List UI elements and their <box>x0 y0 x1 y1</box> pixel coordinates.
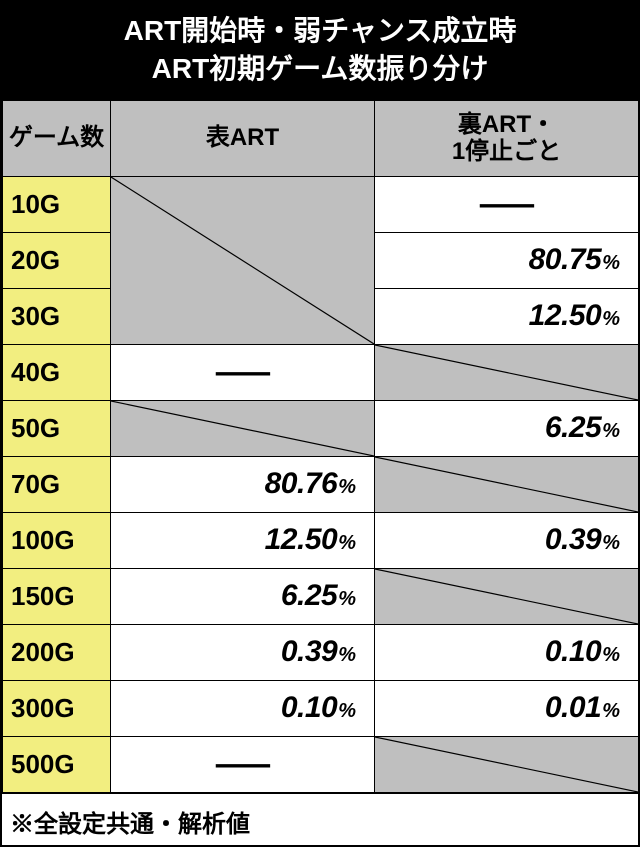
table-cell: 0.39% <box>111 624 375 680</box>
percent-sign: % <box>338 476 356 498</box>
table-row: 70G80.76% <box>3 456 639 512</box>
table-row: 10G — <box>3 176 639 232</box>
header-col-b-l1: 裏ART・ <box>458 111 555 138</box>
header-row: ゲーム数 表ART 裏ART・ 1停止ごと <box>3 100 639 176</box>
percent-value: 0.39 <box>281 635 337 668</box>
header-col-a: 表ART <box>111 100 375 176</box>
games-cell: 500G <box>3 736 111 792</box>
table-cell <box>111 400 375 456</box>
percent-value: 6.25 <box>545 411 601 444</box>
table-title: ART開始時・弱チャンス成立時 ART初期ゲーム数振り分け <box>2 2 638 100</box>
table-cell: — <box>375 176 639 232</box>
table-cell <box>375 736 639 792</box>
percent-sign: % <box>602 644 620 666</box>
title-line-1: ART開始時・弱チャンス成立時 <box>124 15 517 46</box>
percent-sign: % <box>338 700 356 722</box>
table-cell <box>375 456 639 512</box>
table-cell <box>375 344 639 400</box>
table-row: 200G0.39%0.10% <box>3 624 639 680</box>
percent-sign: % <box>338 532 356 554</box>
games-cell: 40G <box>3 344 111 400</box>
games-cell: 200G <box>3 624 111 680</box>
table-cell: — <box>111 344 375 400</box>
header-games: ゲーム数 <box>3 100 111 176</box>
percent-sign: % <box>602 308 620 330</box>
table-cell: 12.50% <box>375 288 639 344</box>
table-row: 300G0.10%0.01% <box>3 680 639 736</box>
games-cell: 30G <box>3 288 111 344</box>
percent-value: 12.50 <box>529 299 602 332</box>
footnote: ※全設定共通・解析値 <box>2 793 638 845</box>
header-col-b: 裏ART・ 1停止ごと <box>375 100 639 176</box>
percent-value: 80.76 <box>265 467 338 500</box>
table-cell: 80.75% <box>375 232 639 288</box>
percent-value: 80.75 <box>529 243 602 276</box>
games-cell: 150G <box>3 568 111 624</box>
percent-value: 0.39 <box>545 523 601 556</box>
dash-icon: — <box>479 185 533 224</box>
games-cell: 20G <box>3 232 111 288</box>
percent-value: 0.10 <box>545 635 601 668</box>
percent-value: 12.50 <box>265 523 338 556</box>
games-cell: 10G <box>3 176 111 232</box>
table-row: 100G12.50%0.39% <box>3 512 639 568</box>
table-cell: 12.50% <box>111 512 375 568</box>
percent-sign: % <box>602 532 620 554</box>
percent-sign: % <box>602 420 620 442</box>
table-container: ART開始時・弱チャンス成立時 ART初期ゲーム数振り分け ゲーム数 表ART … <box>0 0 640 847</box>
table-cell: 80.76% <box>111 456 375 512</box>
dash-icon: — <box>215 745 269 784</box>
percent-value: 6.25 <box>281 579 337 612</box>
table-cell: 0.10% <box>375 624 639 680</box>
table-cell <box>111 176 375 344</box>
percent-value: 0.10 <box>281 691 337 724</box>
dash-icon: — <box>215 353 269 392</box>
title-line-2: ART初期ゲーム数振り分け <box>152 53 489 84</box>
games-cell: 50G <box>3 400 111 456</box>
table-row: 40G — <box>3 344 639 400</box>
table-cell <box>375 568 639 624</box>
percent-sign: % <box>338 644 356 666</box>
games-cell: 300G <box>3 680 111 736</box>
games-cell: 100G <box>3 512 111 568</box>
header-col-b-l2: 1停止ごと <box>452 138 561 165</box>
percent-sign: % <box>602 252 620 274</box>
table-cell: 0.01% <box>375 680 639 736</box>
table-row: 50G 6.25% <box>3 400 639 456</box>
table-cell: 0.39% <box>375 512 639 568</box>
percent-value: 0.01 <box>545 691 601 724</box>
table-row: 150G6.25% <box>3 568 639 624</box>
table-cell: — <box>111 736 375 792</box>
distribution-table: ゲーム数 表ART 裏ART・ 1停止ごと 10G — 20G 80.75% 30G 12… <box>2 100 639 793</box>
table-cell: 6.25% <box>375 400 639 456</box>
percent-sign: % <box>338 588 356 610</box>
table-row: 500G — <box>3 736 639 792</box>
percent-sign: % <box>602 700 620 722</box>
table-cell: 6.25% <box>111 568 375 624</box>
table-cell: 0.10% <box>111 680 375 736</box>
games-cell: 70G <box>3 456 111 512</box>
